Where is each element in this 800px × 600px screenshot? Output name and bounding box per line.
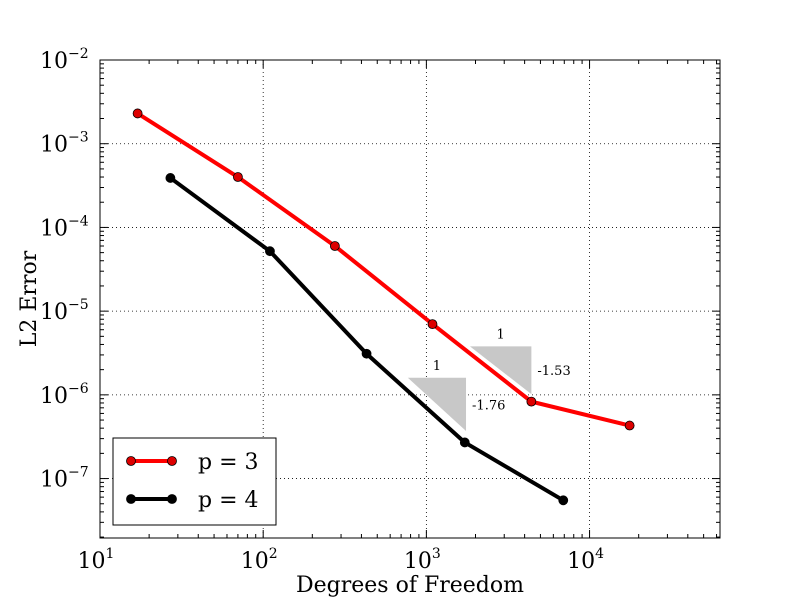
- y-tick-label: 10−6: [40, 381, 89, 409]
- legend-marker: [167, 494, 177, 504]
- slope-value-label: -1.53: [537, 364, 570, 379]
- slope-value-label: -1.76: [472, 398, 505, 413]
- x-tick-label: 104: [567, 546, 604, 574]
- data-point: [329, 241, 340, 251]
- y-tick-label: 10−4: [40, 213, 89, 241]
- x-tick-label: 102: [241, 546, 278, 574]
- y-tick-label: 10−3: [40, 130, 89, 158]
- y-axis-label: L2 Error: [17, 250, 42, 347]
- legend-box: [112, 437, 277, 526]
- legend-entry-label: p = 3: [198, 450, 259, 475]
- x-tick-label: 103: [404, 546, 441, 574]
- slope-triangle: [469, 346, 532, 395]
- y-tick-label: 10−2: [40, 46, 89, 74]
- legend-marker: [126, 456, 136, 466]
- x-axis-label: Degrees of Freedom: [296, 573, 524, 598]
- data-point: [624, 420, 635, 431]
- data-point: [165, 173, 176, 183]
- data-point: [233, 172, 243, 182]
- data-point: [558, 495, 569, 506]
- legend: p = 3 p = 4: [112, 437, 277, 526]
- slope-run-label: 1: [497, 327, 505, 342]
- y-tick-label: 10−7: [40, 465, 89, 493]
- axis-ticks: 101 102 103 104 10−2 10−3 10−4 10−5 10−6 10−7: [40, 46, 720, 574]
- series-group: [132, 108, 635, 506]
- data-point: [265, 246, 275, 257]
- series-line-1: [136, 111, 631, 428]
- legend-marker: [167, 456, 177, 466]
- data-point: [132, 108, 143, 119]
- plot-frame: [99, 59, 721, 539]
- slope-run-label: 1: [433, 359, 441, 374]
- legend-entry-label: p = 4: [198, 488, 259, 513]
- slope-triangle: [407, 377, 467, 432]
- data-point: [361, 348, 372, 359]
- slope-triangles: 1 -1.53 1 -1.76: [407, 327, 571, 432]
- data-point: [526, 396, 537, 407]
- legend-marker: [126, 494, 136, 504]
- x-tick-label: 101: [78, 546, 115, 574]
- data-point: [459, 437, 470, 448]
- data-point: [427, 319, 438, 330]
- y-tick-label: 10−5: [40, 297, 89, 325]
